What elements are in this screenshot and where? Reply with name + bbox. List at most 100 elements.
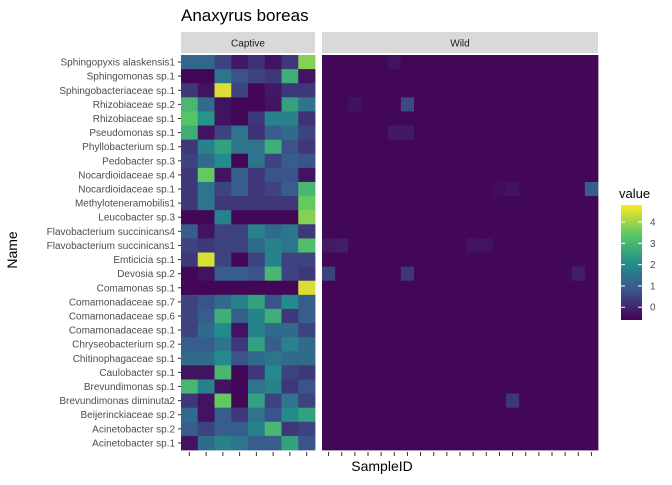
heatmap-cell bbox=[492, 55, 507, 70]
heatmap-cell bbox=[440, 266, 454, 282]
heatmap-cell bbox=[387, 111, 402, 126]
heatmap-cell bbox=[387, 238, 402, 253]
heatmap-cell bbox=[427, 181, 441, 197]
heatmap-cell bbox=[335, 351, 349, 366]
heatmap-cell bbox=[414, 252, 428, 268]
heatmap-cell bbox=[453, 238, 467, 253]
heatmap-cell bbox=[440, 323, 454, 338]
heatmap-cell bbox=[214, 196, 232, 211]
heatmap-cell bbox=[492, 153, 507, 169]
row-label: Comamonadaceae sp.1 bbox=[69, 326, 176, 337]
heatmap-cell bbox=[181, 125, 199, 141]
heatmap-cell bbox=[440, 55, 454, 70]
heatmap-cell bbox=[374, 181, 389, 197]
heatmap-cell bbox=[519, 323, 533, 338]
heatmap-cell bbox=[545, 252, 559, 268]
heatmap-cell bbox=[466, 139, 481, 155]
heatmap-cell bbox=[414, 224, 428, 239]
heatmap-cell bbox=[571, 111, 586, 126]
heatmap-cell bbox=[248, 294, 266, 310]
heatmap-cell bbox=[519, 181, 533, 197]
heatmap-cell bbox=[479, 294, 494, 310]
heatmap-cell bbox=[374, 351, 389, 366]
heatmap-cell bbox=[214, 97, 232, 112]
heatmap-cell bbox=[387, 421, 402, 437]
heatmap-cell bbox=[335, 280, 349, 296]
heatmap-cell bbox=[335, 83, 349, 98]
heatmap-cell bbox=[466, 294, 481, 310]
heatmap-cell bbox=[506, 294, 520, 310]
heatmap-cell bbox=[440, 196, 454, 211]
heatmap-cell bbox=[506, 224, 520, 239]
heatmap-cell bbox=[181, 379, 199, 394]
heatmap-cell bbox=[519, 153, 533, 169]
row-label: Devosia sp.2 bbox=[117, 269, 175, 280]
heatmap-cell bbox=[558, 337, 573, 352]
legend-colorbar bbox=[621, 205, 642, 320]
heatmap-cell bbox=[322, 55, 336, 70]
heatmap-cell bbox=[264, 435, 282, 451]
heatmap-cell bbox=[519, 337, 533, 352]
heatmap-cell bbox=[506, 407, 520, 423]
heatmap-cell bbox=[264, 323, 282, 338]
heatmap-cell bbox=[231, 153, 249, 169]
heatmap-cell bbox=[281, 266, 299, 282]
heatmap-cell bbox=[387, 435, 402, 451]
heatmap-cell bbox=[248, 69, 266, 84]
heatmap-cell bbox=[281, 252, 299, 268]
heatmap-cell bbox=[197, 407, 215, 423]
heatmap-cell bbox=[387, 393, 402, 409]
heatmap-cell bbox=[532, 421, 546, 437]
heatmap-cell bbox=[466, 238, 481, 253]
heatmap-cell bbox=[492, 69, 507, 84]
heatmap-cell bbox=[558, 266, 573, 282]
heatmap-cell bbox=[506, 69, 520, 84]
heatmap-cell bbox=[264, 111, 282, 126]
heatmap-cell bbox=[545, 379, 559, 394]
heatmap-cell bbox=[466, 55, 481, 70]
heatmap-cell bbox=[374, 308, 389, 324]
heatmap-cell bbox=[264, 153, 282, 169]
heatmap-cell bbox=[361, 139, 375, 155]
heatmap-cell bbox=[214, 337, 232, 352]
heatmap-cell bbox=[466, 69, 481, 84]
heatmap-cell bbox=[479, 379, 494, 394]
heatmap-cell bbox=[571, 435, 586, 451]
heatmap-cell bbox=[181, 238, 199, 253]
heatmap-cell bbox=[558, 379, 573, 394]
heatmap-cell bbox=[453, 351, 467, 366]
heatmap-cell bbox=[197, 308, 215, 324]
heatmap-cell bbox=[400, 379, 415, 394]
heatmap-cell bbox=[361, 181, 375, 197]
row-label: Sphingobacteriaceae sp.1 bbox=[59, 86, 175, 97]
heatmap-cell bbox=[400, 252, 415, 268]
heatmap-cell bbox=[248, 139, 266, 155]
heatmap-cell bbox=[387, 308, 402, 324]
heatmap-cell bbox=[571, 210, 586, 225]
heatmap-cell bbox=[264, 167, 282, 183]
heatmap-cell bbox=[248, 55, 266, 70]
heatmap-cell bbox=[584, 294, 599, 310]
heatmap-cell bbox=[281, 97, 299, 112]
row-label: Acinetobacter sp.1 bbox=[92, 438, 175, 449]
heatmap-cell bbox=[440, 351, 454, 366]
heatmap-cell bbox=[427, 210, 441, 225]
heatmap-cell bbox=[181, 139, 199, 155]
heatmap-cell bbox=[440, 210, 454, 225]
heatmap-cell bbox=[532, 365, 546, 380]
heatmap-cell bbox=[584, 379, 599, 394]
heatmap-cell bbox=[231, 55, 249, 70]
heatmap-cell bbox=[197, 83, 215, 98]
heatmap-cell bbox=[532, 252, 546, 268]
heatmap-cell bbox=[361, 55, 375, 70]
heatmap-cell bbox=[571, 125, 586, 141]
heatmap-cell bbox=[427, 407, 441, 423]
heatmap-cell bbox=[558, 365, 573, 380]
heatmap-cell bbox=[361, 308, 375, 324]
heatmap-cell bbox=[414, 407, 428, 423]
heatmap-cell bbox=[281, 224, 299, 239]
heatmap-cell bbox=[545, 365, 559, 380]
heatmap-cell bbox=[322, 196, 336, 211]
legend-tick-label: 4 bbox=[650, 218, 656, 229]
heatmap-cell bbox=[519, 379, 533, 394]
